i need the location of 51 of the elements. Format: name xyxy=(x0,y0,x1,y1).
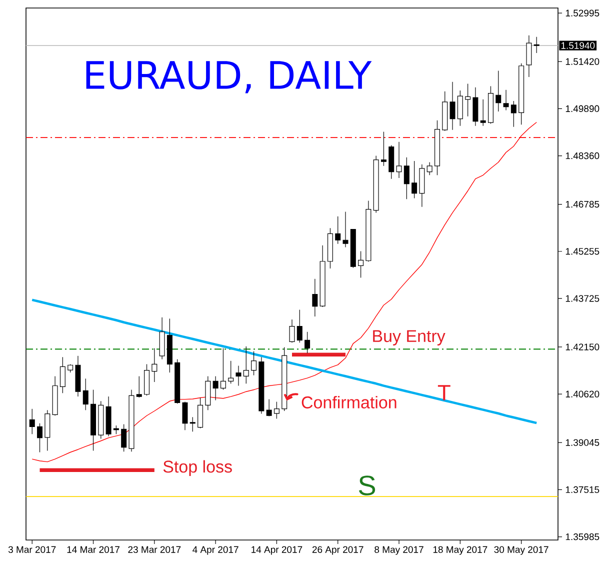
y-tick-label: 1.49890 xyxy=(566,105,600,112)
x-tick-label: 3 Mar 2017 xyxy=(8,546,56,553)
candlestick xyxy=(52,376,58,416)
candlestick xyxy=(236,365,242,386)
y-tick-label: 1.51420 xyxy=(566,58,600,65)
series-label: Buy Entry xyxy=(373,330,446,346)
candlestick xyxy=(152,348,158,382)
x-tick-label: 14 Mar 2017 xyxy=(67,546,120,553)
candlestick xyxy=(212,376,218,401)
y-tick-label: 1.45255 xyxy=(566,248,600,255)
y-tick-label: 1.39045 xyxy=(566,439,600,446)
y-tick-label: 1.42150 xyxy=(566,344,600,350)
candlestick xyxy=(472,87,478,126)
x-tick-label: 4 Apr 2017 xyxy=(192,546,238,555)
x-tick-label: 23 Mar 2017 xyxy=(128,546,181,553)
x-tick-label: 14 Apr 2017 xyxy=(252,546,302,555)
y-tick-label: 1.35985 xyxy=(566,533,600,540)
text: EURAUD, DAILY xyxy=(86,61,372,94)
x-tick-label: 8 May 2017 xyxy=(374,546,424,555)
candlestick xyxy=(75,356,81,397)
candlestick xyxy=(465,83,471,117)
y-tick-label: 1.48360 xyxy=(566,152,600,160)
candlestick xyxy=(419,164,425,208)
candlestick xyxy=(90,389,96,452)
y-tick-label: 1.46785 xyxy=(566,200,600,208)
candlestick xyxy=(128,389,134,452)
candlestick xyxy=(258,356,264,414)
candlestick xyxy=(366,200,372,262)
candlestick xyxy=(312,278,318,317)
y-tick-label: 1.37515 xyxy=(566,486,600,494)
y-tick-label: 1.52995 xyxy=(566,10,600,16)
candlestick xyxy=(289,319,295,343)
candlestick xyxy=(342,212,348,248)
candlestick xyxy=(503,90,509,111)
y-tick-label: 1.40620 xyxy=(566,390,600,398)
candlestick xyxy=(106,396,112,437)
candlestick xyxy=(159,317,165,360)
candlestick xyxy=(526,35,532,78)
x-tick-label: 30 May 2017 xyxy=(494,546,548,555)
x-tick-label: 18 May 2017 xyxy=(433,546,488,555)
candlestick xyxy=(182,401,188,430)
ref-line-label: 1.51940 xyxy=(561,42,595,49)
annotation: T xyxy=(438,385,450,400)
series-label: Stop loss xyxy=(163,460,232,476)
x-tick-label: 26 Apr 2017 xyxy=(312,546,364,555)
annotation: Confirmation xyxy=(302,396,396,408)
candlestick xyxy=(450,82,456,130)
candlestick xyxy=(396,142,402,178)
candlestick xyxy=(442,91,448,132)
y-tick-label: 1.43725 xyxy=(566,295,600,302)
ref-line-label: S xyxy=(358,476,376,496)
